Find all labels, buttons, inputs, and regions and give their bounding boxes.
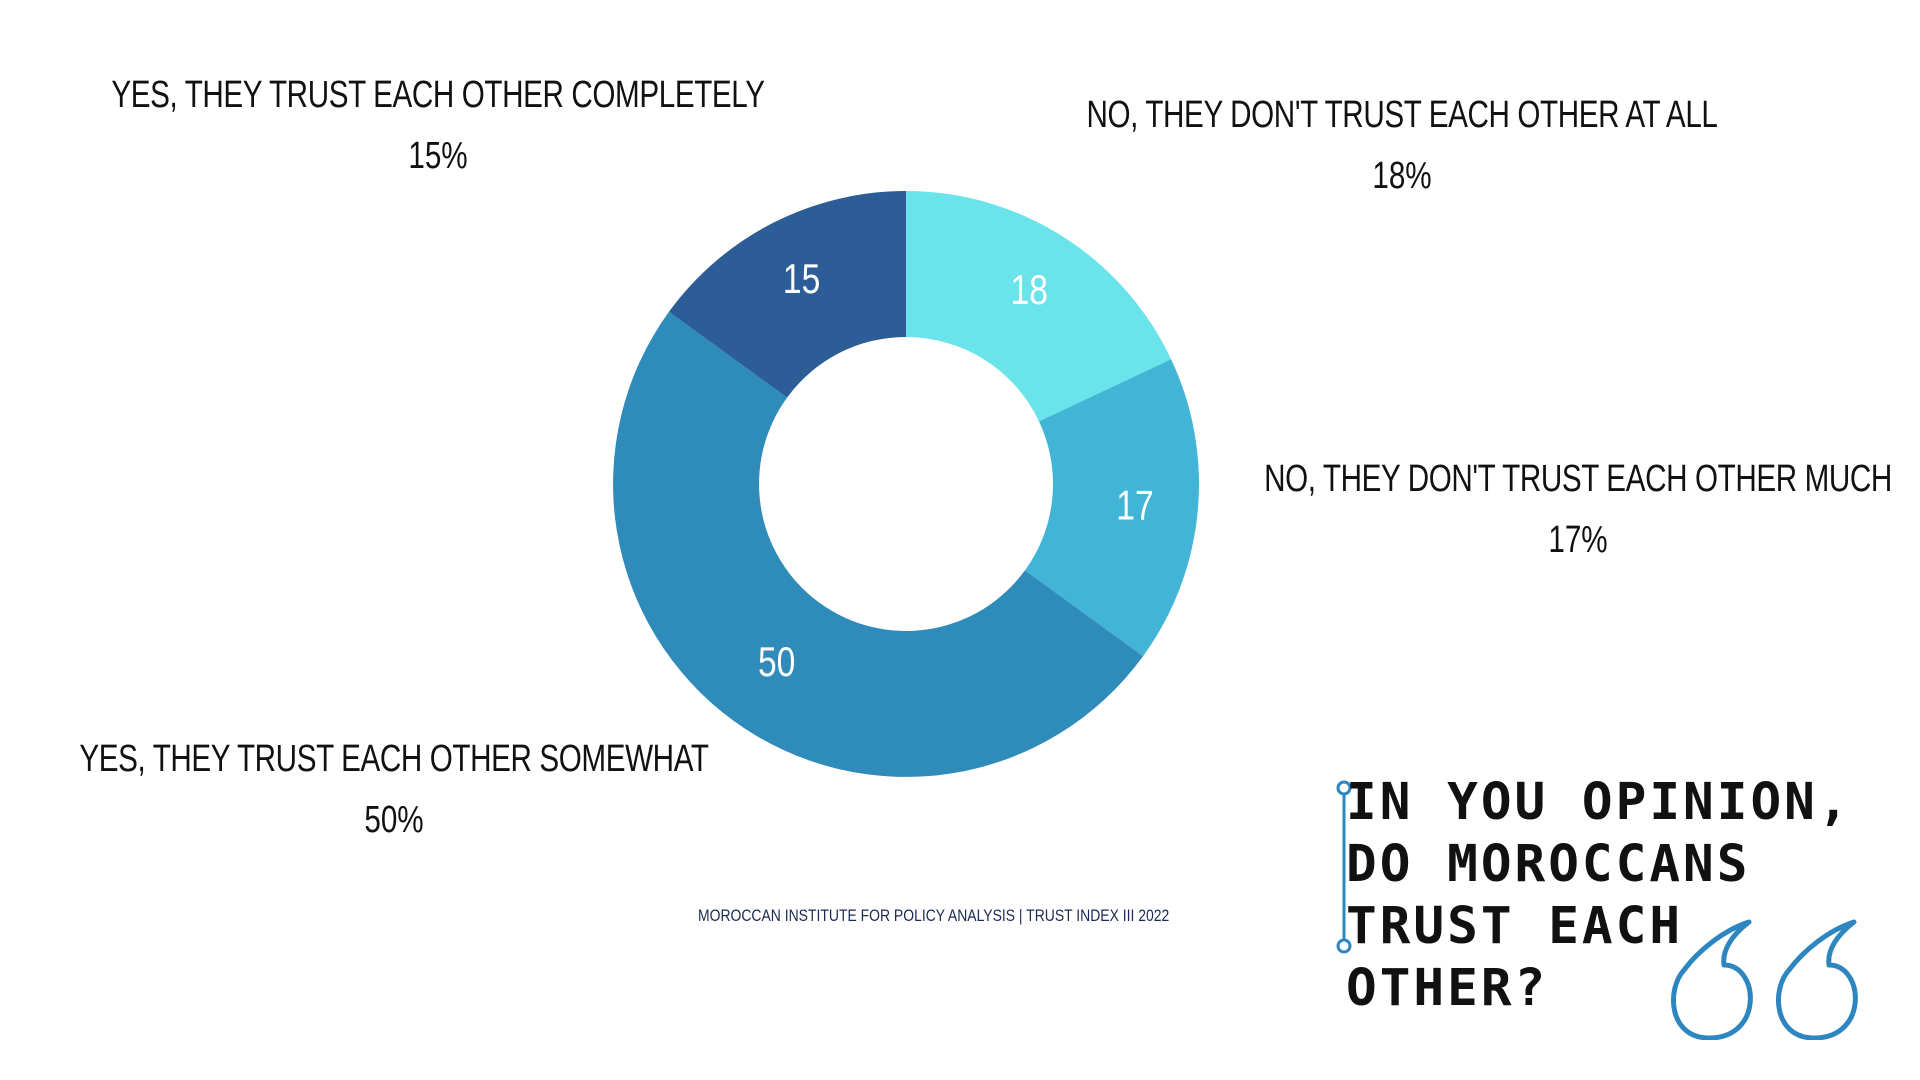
label-somewhat-percent: 50% [364, 799, 424, 841]
label-at-all-percent: 18% [1372, 155, 1432, 197]
donut-slice-somewhat [613, 311, 1144, 777]
survey-question: IN YOU OPINION, DO MOROCCANS TRUST EACH … [1346, 773, 1852, 1018]
label-completely: YES, THEY TRUST EACH OTHER COMPLETELY 15… [19, 74, 856, 178]
donut-slice-much [1024, 359, 1199, 657]
label-completely-category: YES, THEY TRUST EACH OTHER COMPLETELY [111, 74, 765, 116]
donut-value-label-at-all: 18 [1011, 267, 1048, 313]
quote-marks-icon [1670, 919, 1858, 1040]
donut-value-label-much: 17 [1116, 483, 1153, 529]
donut-value-label-somewhat: 50 [758, 640, 795, 686]
vertical-rule-icon [1336, 780, 1352, 954]
label-completely-percent: 15% [408, 135, 468, 177]
label-somewhat: YES, THEY TRUST EACH OTHER SOMEWHAT 50% [0, 738, 797, 842]
label-much-percent: 17% [1548, 519, 1608, 561]
label-much: NO, THEY DON'T TRUST EACH OTHER MUCH 17% [1176, 458, 1920, 562]
label-at-all: NO, THEY DON'T TRUST EACH OTHER AT ALL 1… [998, 94, 1807, 198]
donut-value-label-completely: 15 [783, 257, 820, 303]
label-somewhat-category: YES, THEY TRUST EACH OTHER SOMEWHAT [79, 738, 709, 780]
label-much-category: NO, THEY DON'T TRUST EACH OTHER MUCH [1264, 458, 1892, 500]
donut-slice-completely [668, 191, 906, 398]
source-credit: MOROCCAN INSTITUTE FOR POLICY ANALYSIS |… [698, 906, 1170, 925]
donut-slice-at-all [906, 191, 1172, 422]
label-at-all-category: NO, THEY DON'T TRUST EACH OTHER AT ALL [1086, 94, 1718, 136]
